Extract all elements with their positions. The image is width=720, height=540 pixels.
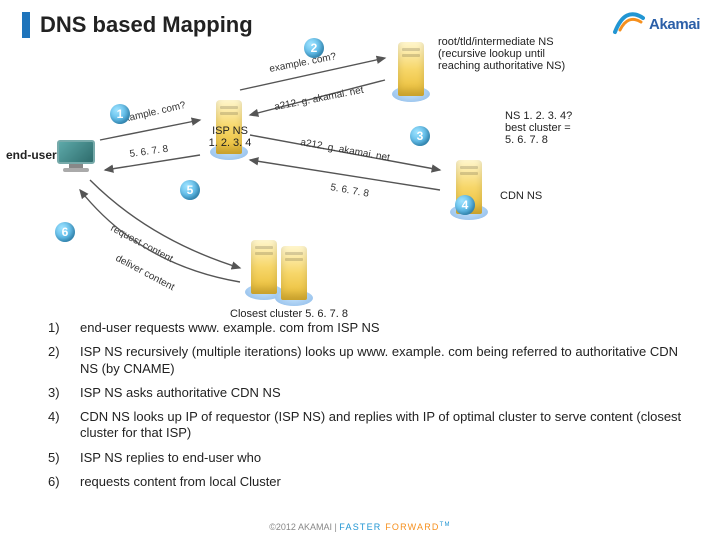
arrows-layer: example. com? example. com? a212. g. aka… [0,30,720,320]
step-text: ISP NS asks authoritative CDN NS [80,385,688,407]
bubble-4: 4 [455,195,475,215]
end-user-label: end-user [6,148,57,162]
list-item: 3)ISP NS asks authoritative CDN NS [48,385,688,407]
bubble-5: 5 [180,180,200,200]
step-text: requests content from local Cluster [80,474,688,496]
arrow-3b-label: a212. g. akamai. net [299,137,390,164]
footer: ©2012 AKAMAI | FASTER FORWARDTM [0,522,720,532]
footer-copyright: ©2012 AKAMAI [269,522,332,532]
bubble-2: 2 [304,38,324,58]
arrow-6b [80,190,240,282]
bubble-1: 1 [110,104,130,124]
list-item: 2)ISP NS recursively (multiple iteration… [48,344,688,383]
footer-tm: TM [440,522,451,528]
arrow-5a [105,155,200,170]
step-text: end-user requests www. example. com from… [80,320,688,342]
bubble-3: 3 [410,126,430,146]
list-item: 1)end-user requests www. example. com fr… [48,320,688,342]
isp-ns-label: ISP NS 1. 2. 3. 4 [188,125,272,149]
cdn-ns-label: CDN NS [500,190,542,202]
step-text: ISP NS recursively (multiple iterations)… [80,344,688,383]
slide: DNS based Mapping Akamai example. com? e… [0,0,720,540]
list-item: 6)requests content from local Cluster [48,474,688,496]
list-item: 4)CDN NS looks up IP of requestor (ISP N… [48,409,688,448]
bubble-6: 6 [55,222,75,242]
arrow-5a-label: 5. 6. 7. 8 [129,144,170,160]
root-ns-label: root/tld/intermediate NS (recursive look… [438,36,608,72]
steps-list: 1)end-user requests www. example. com fr… [46,318,690,498]
list-item: 5)ISP NS replies to end-user who [48,450,688,472]
arrow-3a-label: a212. g. akamai. net [273,85,364,113]
root-ns-icon [392,42,430,102]
footer-tag2: FORWARD [385,522,439,532]
cluster-icon-b [275,246,313,306]
footer-tag1: FASTER [339,522,385,532]
step-text: CDN NS looks up IP of requestor (ISP NS)… [80,409,688,448]
arrow-5b-label: 5. 6. 7. 8 [329,182,370,200]
ns-reply-label: NS 1. 2. 3. 4? best cluster = 5. 6. 7. 8 [505,110,615,146]
step-text: ISP NS replies to end-user who [80,450,688,472]
diagram-area: example. com? example. com? a212. g. aka… [0,30,720,320]
client-icon [55,140,97,174]
